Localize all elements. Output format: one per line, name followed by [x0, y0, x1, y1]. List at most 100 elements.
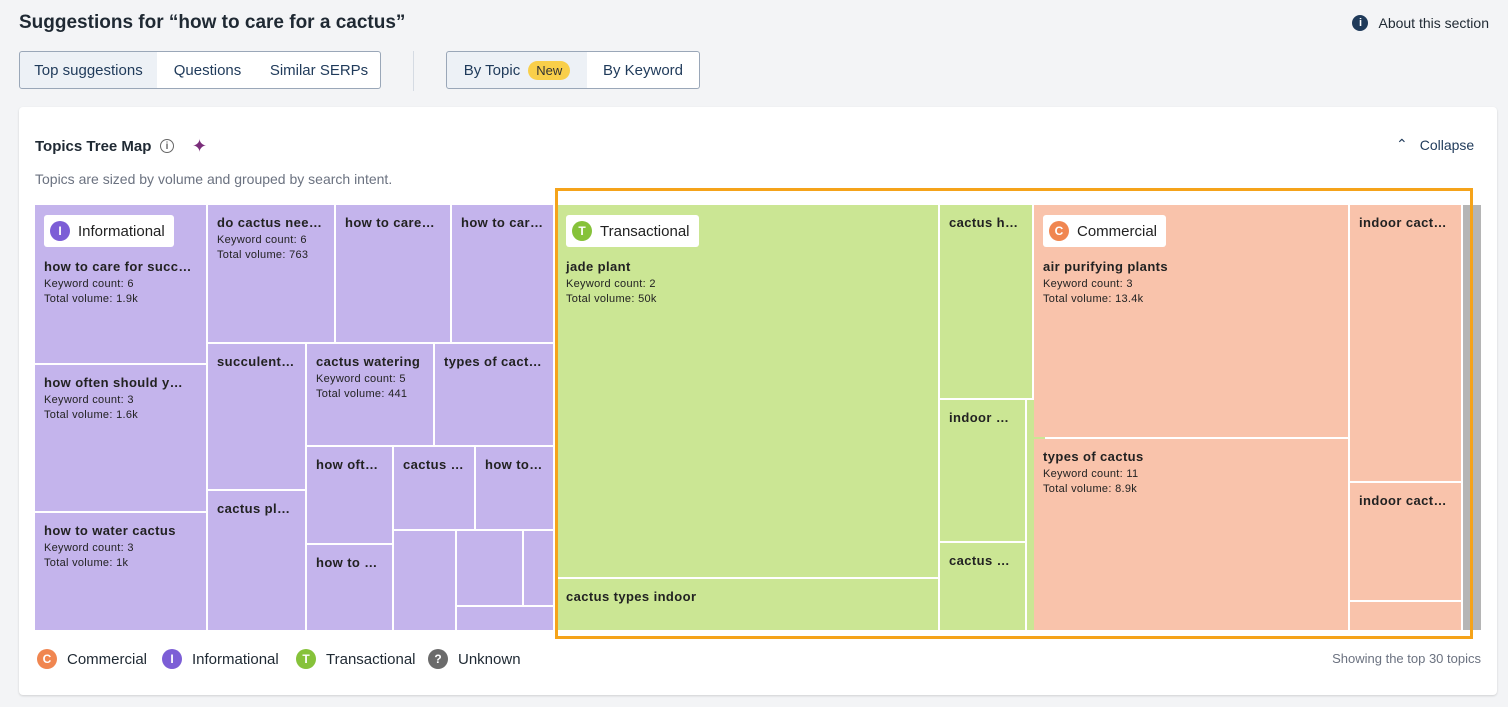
legend-item: C Commercial: [37, 649, 147, 669]
treemap-tile[interactable]: I Informational how to care for succ… Keywo…: [35, 205, 206, 363]
treemap-tile[interactable]: types of cact…: [435, 344, 553, 445]
treemap-tile[interactable]: C Commercial air purifying plants Keyword c…: [1034, 205, 1348, 437]
keyword-count: Keyword count: 6: [44, 278, 134, 290]
card-title: Topics Tree Map: [35, 138, 152, 155]
info-icon: i: [1352, 15, 1369, 31]
topic-name: how to …: [316, 555, 378, 570]
topic-name: cactus pl…: [217, 501, 291, 516]
card-subtitle: Topics are sized by volume and grouped b…: [35, 171, 393, 187]
topic-name: indoor cact…: [1359, 215, 1447, 230]
total-volume: Total volume: 763: [217, 249, 309, 261]
topic-name: jade plant: [566, 259, 631, 274]
treemap-tile[interactable]: indoor cact…: [1350, 205, 1461, 481]
keyword-count: Keyword count: 6: [217, 234, 307, 246]
topic-name: do cactus nee…: [217, 215, 323, 230]
topic-name: how to care for succ…: [44, 259, 192, 274]
legend-icon: T: [296, 649, 316, 669]
treemap-tile[interactable]: do cactus nee… Keyword count: 6 Total volu…: [208, 205, 334, 342]
intent-label: Transactional: [600, 222, 690, 240]
legend-icon: C: [37, 649, 57, 669]
intent-icon: C: [1049, 221, 1069, 241]
treemap-tile[interactable]: T Transactional jade plant Keyword count: 2…: [557, 205, 938, 577]
about-link[interactable]: i About this section: [1352, 15, 1489, 31]
topic-name: cactus types indoor: [566, 589, 697, 604]
treemap-tile[interactable]: how to…: [476, 447, 553, 529]
intent-badge: I Informational: [44, 215, 174, 247]
tab[interactable]: By Topic New: [446, 51, 588, 89]
topic-name: air purifying plants: [1043, 259, 1169, 274]
intent-label: Commercial: [1077, 222, 1158, 240]
topic-name: how to…: [485, 457, 543, 472]
topic-name: cactus watering: [316, 354, 421, 369]
treemap-tile[interactable]: cactus types indoor: [557, 579, 938, 630]
tab[interactable]: Top suggestions: [19, 51, 158, 89]
treemap-tile[interactable]: [524, 531, 553, 605]
treemap-tile[interactable]: [457, 607, 553, 630]
keyword-count: Keyword count: 11: [1043, 468, 1139, 480]
intent-icon: I: [50, 221, 70, 241]
topic-name: indoor …: [949, 410, 1010, 425]
intent-badge: C Commercial: [1043, 215, 1167, 247]
footnote: Showing the top 30 topics: [1332, 651, 1481, 666]
treemap-tile[interactable]: indoor …: [940, 400, 1025, 541]
treemap-tile[interactable]: how to …: [307, 545, 392, 630]
legend-label: Commercial: [67, 650, 148, 668]
treemap-tile[interactable]: how to water cactus Keyword count: 3 Total…: [35, 513, 206, 630]
topic-name: how to care…: [345, 215, 436, 230]
page-title: Suggestions for “how to care for a cactu…: [19, 12, 406, 33]
tab[interactable]: Questions: [157, 51, 259, 89]
keyword-count: Keyword count: 5: [316, 373, 406, 385]
keyword-count: Keyword count: 3: [1043, 278, 1133, 290]
total-volume: Total volume: 1.6k: [44, 409, 139, 421]
tab[interactable]: Similar SERPs: [258, 51, 381, 89]
legend-label: Informational: [192, 650, 279, 668]
treemap-tile[interactable]: cactus …: [394, 447, 474, 529]
info-icon[interactable]: i: [160, 139, 174, 153]
treemap-tile[interactable]: indoor cact…: [1350, 483, 1461, 600]
total-volume: Total volume: 50k: [566, 293, 657, 305]
new-badge: New: [528, 60, 571, 80]
collapse-button[interactable]: ⌃ Collapse: [1396, 136, 1474, 153]
intent-icon: T: [572, 221, 592, 241]
treemap-tile[interactable]: [394, 531, 455, 630]
treemap-tile[interactable]: how oft…: [307, 447, 392, 543]
tab-label: By Topic: [463, 61, 521, 79]
total-volume: Total volume: 1.9k: [44, 293, 139, 305]
treemap-tile[interactable]: how to car…: [452, 205, 553, 342]
legend-label: Unknown: [458, 650, 521, 668]
sparkle-icon: ✦: [192, 136, 208, 156]
legend-item: I Informational: [162, 649, 279, 669]
treemap-tile[interactable]: cactus watering Keyword count: 5 Total vol…: [307, 344, 433, 445]
topic-name: cactus …: [949, 553, 1011, 568]
legend-icon: I: [162, 649, 182, 669]
topic-name: how to car…: [461, 215, 544, 230]
treemap-tile[interactable]: cactus pl…: [208, 491, 305, 630]
treemap-tile[interactable]: how often should y… Keyword count: 3 Total…: [35, 365, 206, 511]
treemap-tile[interactable]: [457, 531, 522, 605]
tab[interactable]: By Keyword: [587, 51, 700, 89]
highlight-box: [555, 188, 1473, 639]
topic-name: indoor cact…: [1359, 493, 1447, 508]
divider: [413, 51, 414, 91]
legend-icon: ?: [428, 649, 448, 669]
legend-label: Transactional: [326, 650, 416, 668]
topic-name: how to water cactus: [44, 523, 176, 538]
collapse-icon: ⌃: [1396, 136, 1408, 152]
treemap-tile[interactable]: cactus …: [940, 543, 1025, 630]
intent-label: Informational: [78, 222, 165, 240]
collapse-text: Collapse: [1419, 136, 1475, 153]
intent-badge: T Transactional: [566, 215, 699, 247]
total-volume: Total volume: 8.9k: [1043, 483, 1138, 495]
total-volume: Total volume: 441: [316, 388, 408, 400]
keyword-count: Keyword count: 3: [44, 394, 134, 406]
topic-name: cactus h…: [949, 215, 1019, 230]
treemap-tile[interactable]: succulent…: [208, 344, 305, 489]
treemap-tile[interactable]: [1350, 602, 1461, 630]
total-volume: Total volume: 1k: [44, 557, 129, 569]
treemap-tile[interactable]: cactus h…: [940, 205, 1032, 398]
topic-name: cactus …: [403, 457, 465, 472]
treemap-tile[interactable]: how to care…: [336, 205, 450, 342]
keyword-count: Keyword count: 2: [566, 278, 656, 290]
treemap-tile[interactable]: types of cactus Keyword count: 11 Total vo…: [1034, 439, 1348, 630]
